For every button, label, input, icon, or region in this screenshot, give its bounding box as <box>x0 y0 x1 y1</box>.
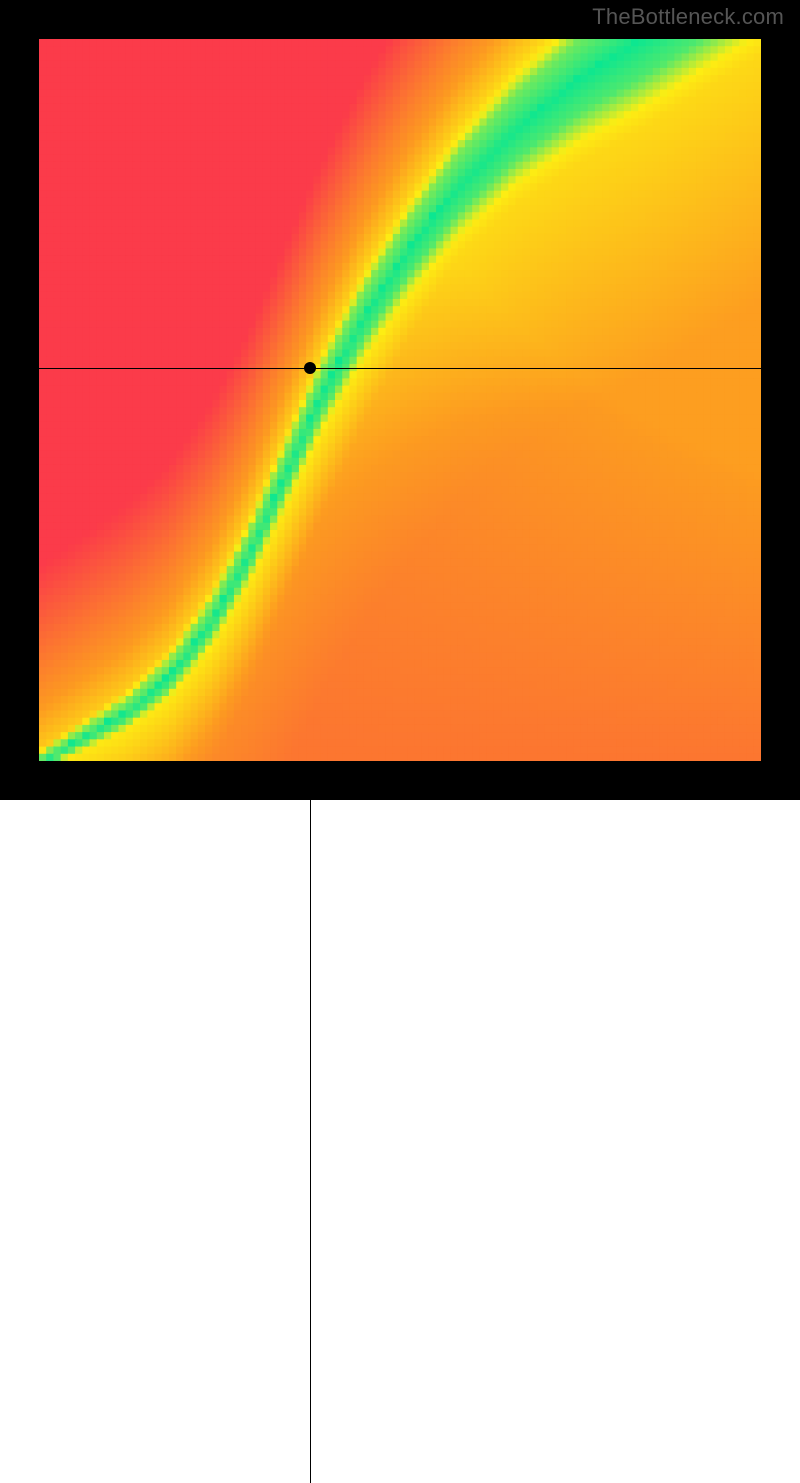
heatmap-canvas <box>39 39 761 761</box>
crosshair-horizontal <box>39 368 761 369</box>
heatmap-plot <box>39 39 761 761</box>
watermark-text: TheBottleneck.com <box>592 4 784 30</box>
chart-container: TheBottleneck.com <box>0 0 800 800</box>
crosshair-vertical <box>310 761 311 1483</box>
crosshair-marker-dot <box>304 362 316 374</box>
